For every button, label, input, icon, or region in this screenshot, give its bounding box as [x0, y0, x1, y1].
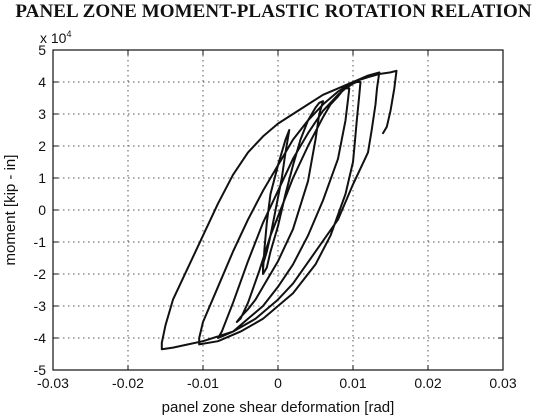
y-multiplier-label: x 104	[40, 29, 71, 46]
y-multiplier-exponent: 4	[66, 29, 71, 39]
x-tick-label: 0	[274, 375, 282, 391]
x-tick-label: 0.01	[339, 375, 366, 391]
y-tick-label: 5	[38, 42, 46, 58]
y-tick-label: -5	[34, 362, 47, 378]
y-axis-label: moment [kip - in]	[2, 155, 19, 266]
y-tick-label: 4	[38, 74, 46, 90]
x-axis-label: panel zone shear deformation [rad]	[162, 399, 395, 416]
y-tick-label: -4	[34, 330, 47, 346]
x-tick-label: -0.01	[187, 375, 219, 391]
x-tick-label: 0.02	[414, 375, 441, 391]
x-tick-label: -0.03	[37, 375, 69, 391]
y-tick-label: 0	[38, 202, 46, 218]
hysteresis-curve	[160, 69, 398, 351]
chart-title: PANEL ZONE MOMENT-PLASTIC ROTATION RELAT…	[15, 1, 532, 22]
y-tick-label: -1	[34, 234, 47, 250]
curve-layer	[160, 69, 398, 351]
x-tick-label: 0.03	[489, 375, 516, 391]
grid-layer	[53, 50, 503, 370]
y-tick-label: 2	[38, 138, 46, 154]
x-tick-label: -0.02	[112, 375, 144, 391]
y-tick-label: -3	[34, 298, 47, 314]
ticks-layer: -0.03 -0.02 -0.01 0 0.01 0.02 0.03 -5 -4 -3 -2 -1 0 1…	[34, 42, 517, 391]
y-tick-label: 3	[38, 106, 46, 122]
y-tick-label: 1	[38, 170, 46, 186]
y-tick-label: -2	[34, 266, 47, 282]
